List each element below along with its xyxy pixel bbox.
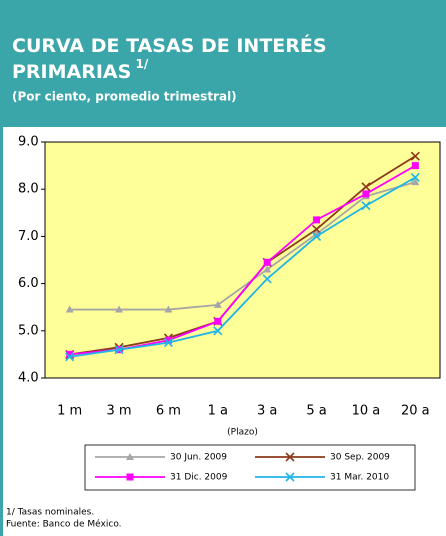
x-tick-label: 1 m [57, 404, 82, 419]
marker [164, 336, 172, 344]
y-tick-label: 6.0 [18, 276, 39, 291]
marker [163, 338, 174, 348]
left-border [0, 127, 3, 536]
legend-label: 30 Sep. 2009 [330, 453, 390, 463]
series-line [69, 176, 416, 358]
marker [164, 305, 173, 313]
title-note: 1/ [131, 57, 149, 71]
chart-subtitle: (Por ciento, promedio trimestral) [12, 90, 237, 104]
marker [361, 201, 371, 211]
x-tick-label: 1 a [208, 404, 228, 419]
footnote: Fuente: Banco de México. [6, 519, 122, 530]
x-tick-label: 6 m [156, 404, 181, 419]
x-tick-label: 10 a [352, 404, 381, 419]
marker [126, 473, 134, 481]
marker [361, 182, 371, 192]
y-tick-label: 5.0 [18, 323, 39, 338]
marker [285, 452, 295, 462]
y-tick-label: 4.0 [18, 371, 39, 386]
marker [66, 350, 74, 358]
marker [411, 162, 419, 170]
marker [411, 178, 420, 186]
marker [115, 305, 124, 313]
legend-label: 31 Dic. 2009 [170, 473, 228, 483]
marker [213, 300, 222, 308]
marker [65, 352, 75, 362]
x-tick-label: 20 a [401, 404, 430, 419]
footnote: 1/ Tasas nominales. [6, 508, 94, 518]
marker [213, 326, 223, 336]
marker [285, 472, 295, 482]
marker [263, 258, 271, 266]
series-line [69, 181, 416, 311]
marker [263, 265, 272, 273]
header-band [0, 0, 446, 127]
chart-title-line1: CURVA DE TASAS DE INTERÉS PRIMARIAS 1/ [12, 34, 327, 83]
marker [114, 345, 124, 355]
marker [126, 453, 134, 460]
marker [311, 231, 322, 241]
marker [362, 190, 370, 198]
legend-box [84, 444, 416, 491]
x-axis-label: (Plazo) [227, 428, 258, 438]
marker [410, 172, 420, 182]
legend-label: 30 Jun. 2009 [170, 453, 227, 463]
marker [214, 317, 222, 325]
x-tick-label: 5 a [306, 404, 326, 419]
y-tick-label: 8.0 [18, 182, 39, 197]
legend-label: 31 Mar. 2010 [330, 473, 389, 483]
x-tick-label: 3 a [257, 404, 277, 419]
y-tick-label: 9.0 [18, 135, 39, 150]
marker [65, 305, 74, 313]
marker [410, 151, 420, 161]
x-tick-label: 3 m [107, 404, 132, 419]
marker [262, 274, 272, 284]
marker [311, 224, 322, 234]
marker [313, 216, 321, 224]
y-tick-label: 7.0 [18, 229, 39, 244]
